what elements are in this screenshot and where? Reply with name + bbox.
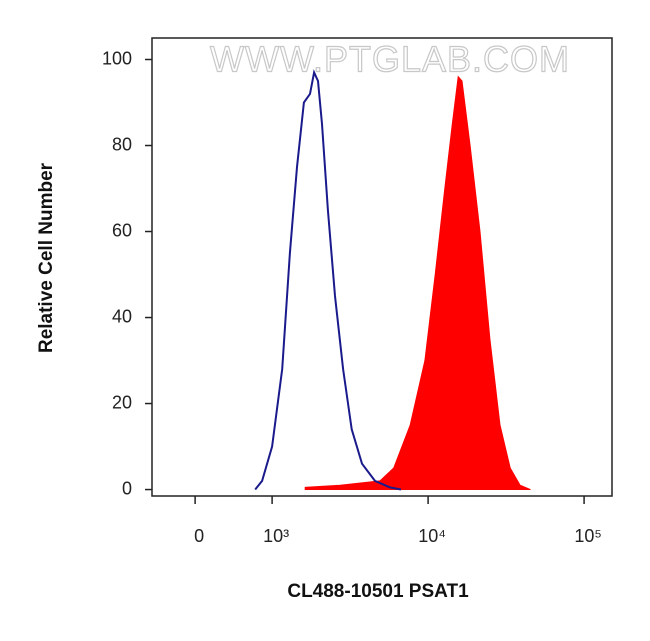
y-tick-label: 100 (102, 48, 132, 68)
x-tick-label: 10⁵ (574, 526, 601, 546)
x-axis-title: CL488-10501 PSAT1 (287, 581, 469, 602)
y-tick-label: 80 (112, 134, 132, 154)
y-tick-label: 40 (112, 306, 132, 326)
x-tick-label: 10⁴ (418, 526, 446, 546)
y-tick-label: 60 (112, 220, 132, 240)
y-tick-label: 20 (112, 392, 132, 412)
y-tick-label: 0 (122, 478, 132, 498)
y-axis-title: Relative Cell Number (36, 162, 57, 353)
plot-frame (151, 37, 613, 497)
marks (254, 69, 531, 491)
watermark: WWW.PTGLAB.COM (210, 39, 570, 80)
filled-histogram (304, 75, 531, 491)
x-tick-label: 0 (194, 526, 204, 546)
x-tick-label: 10³ (263, 526, 289, 546)
histogram-line (254, 69, 402, 491)
